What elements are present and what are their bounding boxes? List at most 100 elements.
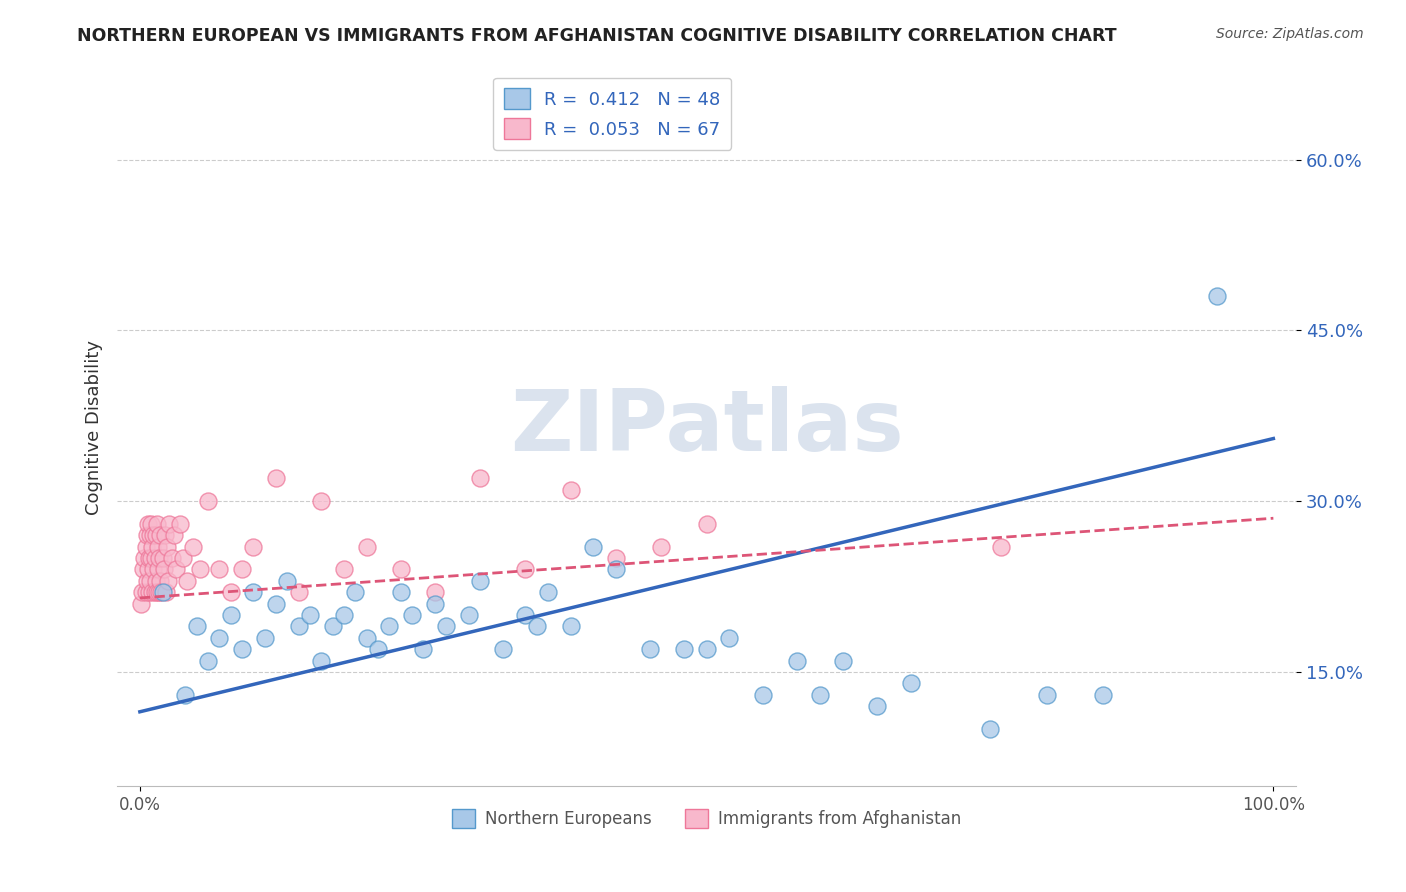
- Point: [141, 585, 163, 599]
- Point: [219, 607, 242, 622]
- Point: [672, 642, 695, 657]
- Point: [990, 540, 1012, 554]
- Point: [333, 562, 356, 576]
- Point: [138, 585, 160, 599]
- Point: [605, 551, 627, 566]
- Point: [231, 642, 253, 657]
- Point: [718, 631, 741, 645]
- Point: [560, 619, 582, 633]
- Point: [176, 574, 198, 588]
- Point: [831, 654, 853, 668]
- Point: [389, 585, 412, 599]
- Point: [169, 516, 191, 531]
- Point: [156, 540, 179, 554]
- Point: [135, 574, 157, 588]
- Point: [287, 585, 309, 599]
- Point: [389, 562, 412, 576]
- Point: [141, 540, 163, 554]
- Point: [309, 654, 332, 668]
- Point: [153, 528, 176, 542]
- Point: [135, 585, 157, 599]
- Point: [146, 540, 169, 554]
- Point: [134, 551, 156, 566]
- Point: [537, 585, 560, 599]
- Point: [865, 699, 887, 714]
- Point: [605, 562, 627, 576]
- Point: [560, 483, 582, 497]
- Point: [491, 642, 513, 657]
- Point: [264, 597, 287, 611]
- Point: [163, 528, 186, 542]
- Point: [152, 585, 174, 599]
- Point: [141, 516, 163, 531]
- Point: [356, 631, 378, 645]
- Point: [148, 551, 170, 566]
- Point: [149, 528, 172, 542]
- Point: [344, 585, 367, 599]
- Point: [197, 494, 219, 508]
- Point: [468, 574, 491, 588]
- Point: [276, 574, 298, 588]
- Point: [309, 494, 332, 508]
- Point: [129, 597, 152, 611]
- Point: [322, 619, 344, 633]
- Point: [979, 722, 1001, 736]
- Point: [150, 585, 173, 599]
- Point: [146, 585, 169, 599]
- Point: [752, 688, 775, 702]
- Text: Source: ZipAtlas.com: Source: ZipAtlas.com: [1216, 27, 1364, 41]
- Point: [333, 607, 356, 622]
- Point: [356, 540, 378, 554]
- Point: [135, 528, 157, 542]
- Point: [141, 551, 163, 566]
- Point: [401, 607, 423, 622]
- Point: [148, 585, 170, 599]
- Point: [900, 676, 922, 690]
- Text: NORTHERN EUROPEAN VS IMMIGRANTS FROM AFGHANISTAN COGNITIVE DISABILITY CORRELATIO: NORTHERN EUROPEAN VS IMMIGRANTS FROM AFG…: [77, 27, 1116, 45]
- Point: [208, 631, 231, 645]
- Point: [135, 540, 157, 554]
- Point: [367, 642, 389, 657]
- Point: [145, 528, 167, 542]
- Point: [136, 562, 159, 576]
- Point: [157, 574, 180, 588]
- Point: [423, 597, 446, 611]
- Point: [1205, 289, 1227, 303]
- Point: [515, 607, 537, 622]
- Point: [515, 562, 537, 576]
- Point: [139, 574, 162, 588]
- Point: [142, 562, 165, 576]
- Point: [197, 654, 219, 668]
- Point: [181, 540, 204, 554]
- Point: [172, 551, 194, 566]
- Point: [423, 585, 446, 599]
- Point: [157, 516, 180, 531]
- Text: ZIPatlas: ZIPatlas: [510, 385, 904, 468]
- Point: [152, 551, 174, 566]
- Point: [143, 551, 166, 566]
- Point: [136, 516, 159, 531]
- Point: [264, 471, 287, 485]
- Point: [253, 631, 276, 645]
- Point: [146, 562, 169, 576]
- Point: [231, 562, 253, 576]
- Point: [143, 585, 166, 599]
- Point: [808, 688, 831, 702]
- Point: [650, 540, 672, 554]
- Point: [131, 585, 153, 599]
- Point: [638, 642, 661, 657]
- Point: [208, 562, 231, 576]
- Point: [149, 574, 172, 588]
- Point: [219, 585, 242, 599]
- Point: [298, 607, 321, 622]
- Point: [1092, 688, 1115, 702]
- Point: [155, 585, 177, 599]
- Point: [188, 562, 211, 576]
- Point: [242, 585, 264, 599]
- Point: [132, 562, 155, 576]
- Point: [457, 607, 479, 622]
- Point: [242, 540, 264, 554]
- Point: [152, 562, 174, 576]
- Point: [582, 540, 605, 554]
- Point: [434, 619, 457, 633]
